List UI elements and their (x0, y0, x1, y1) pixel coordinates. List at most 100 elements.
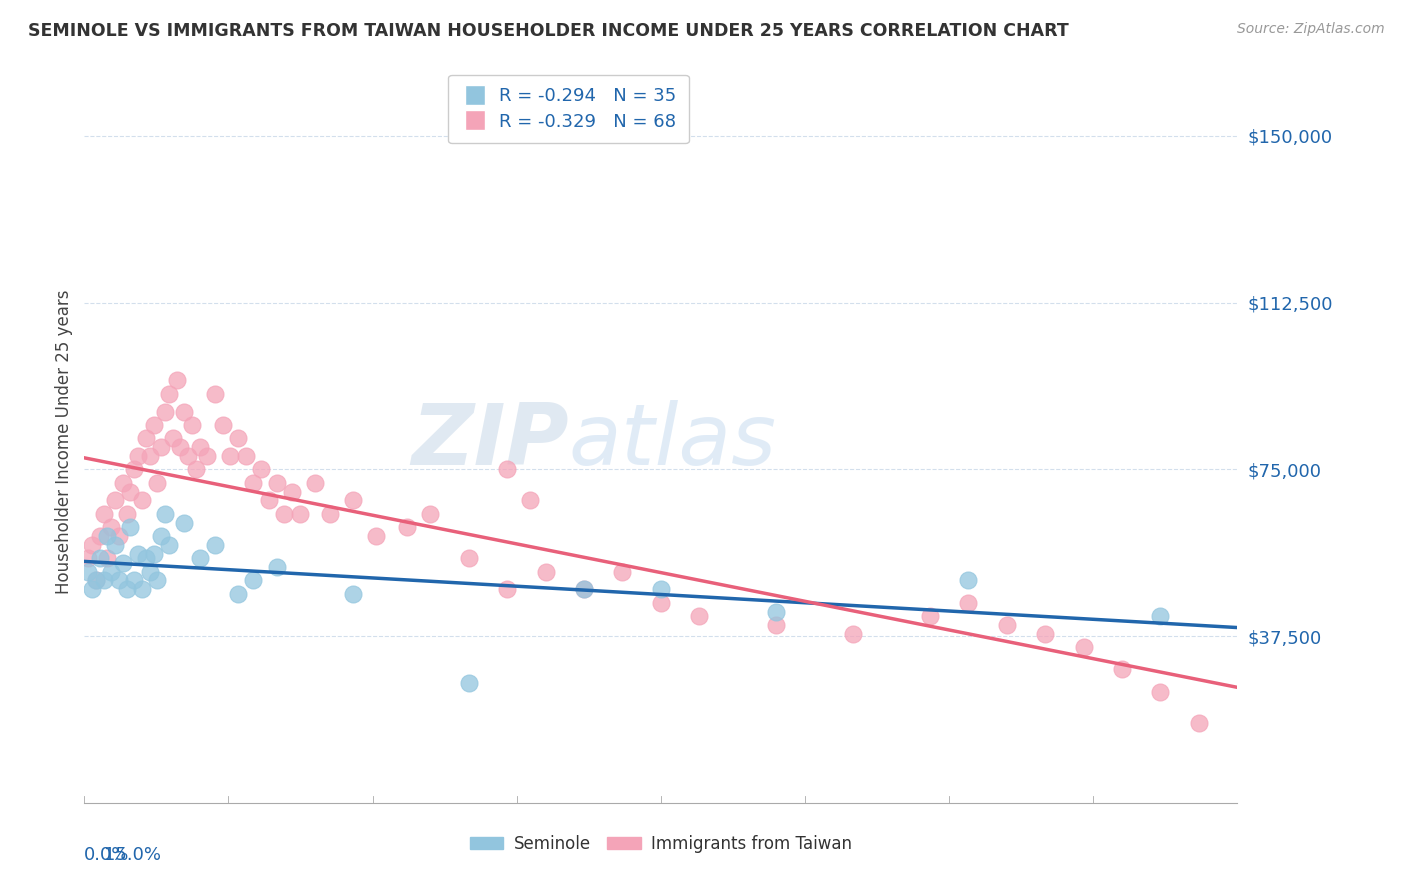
Point (519, 493, 541, 508)
Point (650, 596, 672, 610)
Point (153, 507, 176, 521)
Point (496, 462, 519, 476)
Point (195, 449, 218, 463)
Point (457, 675, 479, 690)
Point (127, 547, 149, 561)
Point (115, 507, 138, 521)
Point (1111, 662, 1133, 676)
Point (124, 574, 146, 588)
Text: 0.0%: 0.0% (84, 847, 129, 864)
Point (1033, 627, 1056, 641)
Point (342, 493, 364, 508)
Point (957, 596, 980, 610)
Point (496, 582, 519, 597)
Point (366, 529, 388, 543)
Point (96, 551, 118, 566)
Point (162, 431, 184, 445)
Point (153, 404, 176, 418)
Point (150, 529, 173, 543)
Point (115, 582, 138, 597)
Point (173, 404, 195, 418)
Point (1149, 609, 1171, 624)
Point (100, 565, 122, 579)
Point (108, 574, 131, 588)
Point (135, 551, 157, 566)
Point (89, 551, 111, 566)
Point (177, 449, 200, 463)
Point (396, 520, 419, 534)
Point (127, 449, 149, 463)
Point (572, 582, 595, 597)
Point (204, 386, 226, 401)
Point (188, 440, 211, 454)
Point (257, 493, 280, 508)
Point (226, 587, 249, 601)
Point (111, 556, 134, 570)
Point (1188, 715, 1211, 730)
Point (157, 386, 180, 401)
Point (169, 440, 191, 454)
Point (89, 529, 111, 543)
Point (108, 529, 131, 543)
Point (181, 417, 204, 432)
Point (84, 574, 107, 588)
Y-axis label: Householder Income Under 25 years: Householder Income Under 25 years (55, 289, 73, 594)
Text: SEMINOLE VS IMMIGRANTS FROM TAIWAN HOUSEHOLDER INCOME UNDER 25 YEARS CORRELATION: SEMINOLE VS IMMIGRANTS FROM TAIWAN HOUSE… (28, 22, 1069, 40)
Point (957, 574, 980, 588)
Text: atlas: atlas (568, 400, 776, 483)
Point (77, 551, 100, 566)
Point (104, 538, 127, 552)
Point (120, 484, 142, 499)
Point (184, 462, 207, 476)
Point (273, 507, 295, 521)
Point (342, 587, 364, 601)
Point (226, 431, 249, 445)
Legend: Seminole, Immigrants from Taiwan: Seminole, Immigrants from Taiwan (464, 828, 858, 860)
Point (150, 440, 173, 454)
Point (120, 520, 142, 534)
Point (131, 493, 153, 508)
Point (124, 462, 146, 476)
Text: ZIP: ZIP (411, 400, 568, 483)
Point (138, 449, 160, 463)
Point (765, 618, 787, 632)
Point (204, 538, 226, 552)
Point (146, 574, 169, 588)
Point (188, 551, 211, 566)
Point (135, 431, 157, 445)
Point (1073, 640, 1095, 655)
Point (572, 582, 595, 597)
Point (266, 560, 288, 574)
Point (111, 475, 134, 490)
Point (419, 507, 441, 521)
Point (219, 449, 242, 463)
Point (288, 507, 311, 521)
Point (142, 417, 165, 432)
Point (1149, 684, 1171, 698)
Point (457, 551, 479, 566)
Point (250, 462, 273, 476)
Point (211, 417, 233, 432)
Point (80, 538, 103, 552)
Point (80, 582, 103, 597)
Point (281, 484, 304, 499)
Point (842, 627, 865, 641)
Point (100, 520, 122, 534)
Point (157, 538, 180, 552)
Point (304, 475, 326, 490)
Point (93, 574, 115, 588)
Point (138, 565, 160, 579)
Point (131, 582, 153, 597)
Point (93, 507, 115, 521)
Point (612, 565, 634, 579)
Point (688, 609, 710, 624)
Point (266, 475, 288, 490)
Point (918, 609, 941, 624)
Point (235, 449, 257, 463)
Text: 15.0%: 15.0% (104, 847, 162, 864)
Point (96, 529, 118, 543)
Point (650, 582, 672, 597)
Point (765, 605, 787, 619)
Point (242, 475, 264, 490)
Point (104, 493, 127, 508)
